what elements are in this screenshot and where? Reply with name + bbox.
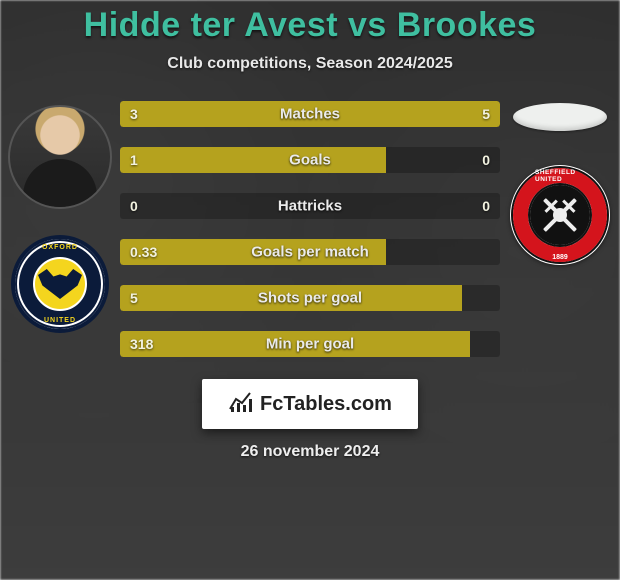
stat-fill-left <box>120 147 386 173</box>
stat-label: Shots per goal <box>258 290 362 307</box>
page-title: Hidde ter Avest vs Brookes <box>84 6 537 45</box>
stat-row: 0 0 Hattricks <box>120 193 500 219</box>
stat-fill-left <box>120 101 261 127</box>
date-text: 26 november 2024 <box>241 443 380 461</box>
stat-label: Min per goal <box>266 336 354 353</box>
stat-label: Goals <box>289 152 331 169</box>
stat-row: 318 Min per goal <box>120 331 500 357</box>
stat-value-right: 0 <box>482 198 490 214</box>
stat-value-right: 5 <box>482 106 490 122</box>
crest-year: 1889 <box>552 254 568 261</box>
stat-row: 0.33 Goals per match <box>120 239 500 265</box>
stat-value-left: 0.33 <box>130 244 157 260</box>
brand-chart-icon <box>228 389 254 420</box>
left-side: OXFORD UNITED <box>0 101 120 333</box>
stat-value-left: 0 <box>130 198 138 214</box>
stat-value-right: 0 <box>482 152 490 168</box>
right-side: SHEFFIELD UNITED 1889 <box>500 101 620 265</box>
brand-card: FcTables.com <box>202 379 418 429</box>
club-crest-right: SHEFFIELD UNITED 1889 <box>510 165 610 265</box>
stat-label: Matches <box>280 106 340 123</box>
page-subtitle: Club competitions, Season 2024/2025 <box>167 55 452 73</box>
stat-value-left: 318 <box>130 336 153 352</box>
stat-value-left: 3 <box>130 106 138 122</box>
stat-bars: 3 5 Matches 1 0 Goals 0 0 Hattricks 0.33 Goals per… <box>120 101 500 357</box>
stat-value-left: 5 <box>130 290 138 306</box>
comparison-card: Hidde ter Avest vs Brookes Club competit… <box>0 0 620 580</box>
crossed-swords-icon <box>535 190 585 240</box>
crest-text-top: OXFORD <box>42 244 78 251</box>
ox-head-icon <box>38 269 82 299</box>
club-crest-left: OXFORD UNITED <box>11 235 109 333</box>
crest-text-bottom: UNITED <box>44 317 76 324</box>
crest-text-top: SHEFFIELD UNITED <box>535 169 585 183</box>
stat-row: 3 5 Matches <box>120 101 500 127</box>
crest-inner <box>35 259 85 309</box>
player-avatar-left <box>8 105 112 209</box>
stat-label: Goals per match <box>251 244 369 261</box>
brand-text: FcTables.com <box>260 393 392 416</box>
stat-row: 1 0 Goals <box>120 147 500 173</box>
stat-label: Hattricks <box>278 198 342 215</box>
crest-inner <box>530 185 590 245</box>
stat-value-left: 1 <box>130 152 138 168</box>
player-avatar-right <box>513 103 607 131</box>
comparison-body: OXFORD UNITED 3 5 Matches 1 0 Goals 0 0 Hattrick… <box>0 101 620 357</box>
stat-row: 5 Shots per goal <box>120 285 500 311</box>
